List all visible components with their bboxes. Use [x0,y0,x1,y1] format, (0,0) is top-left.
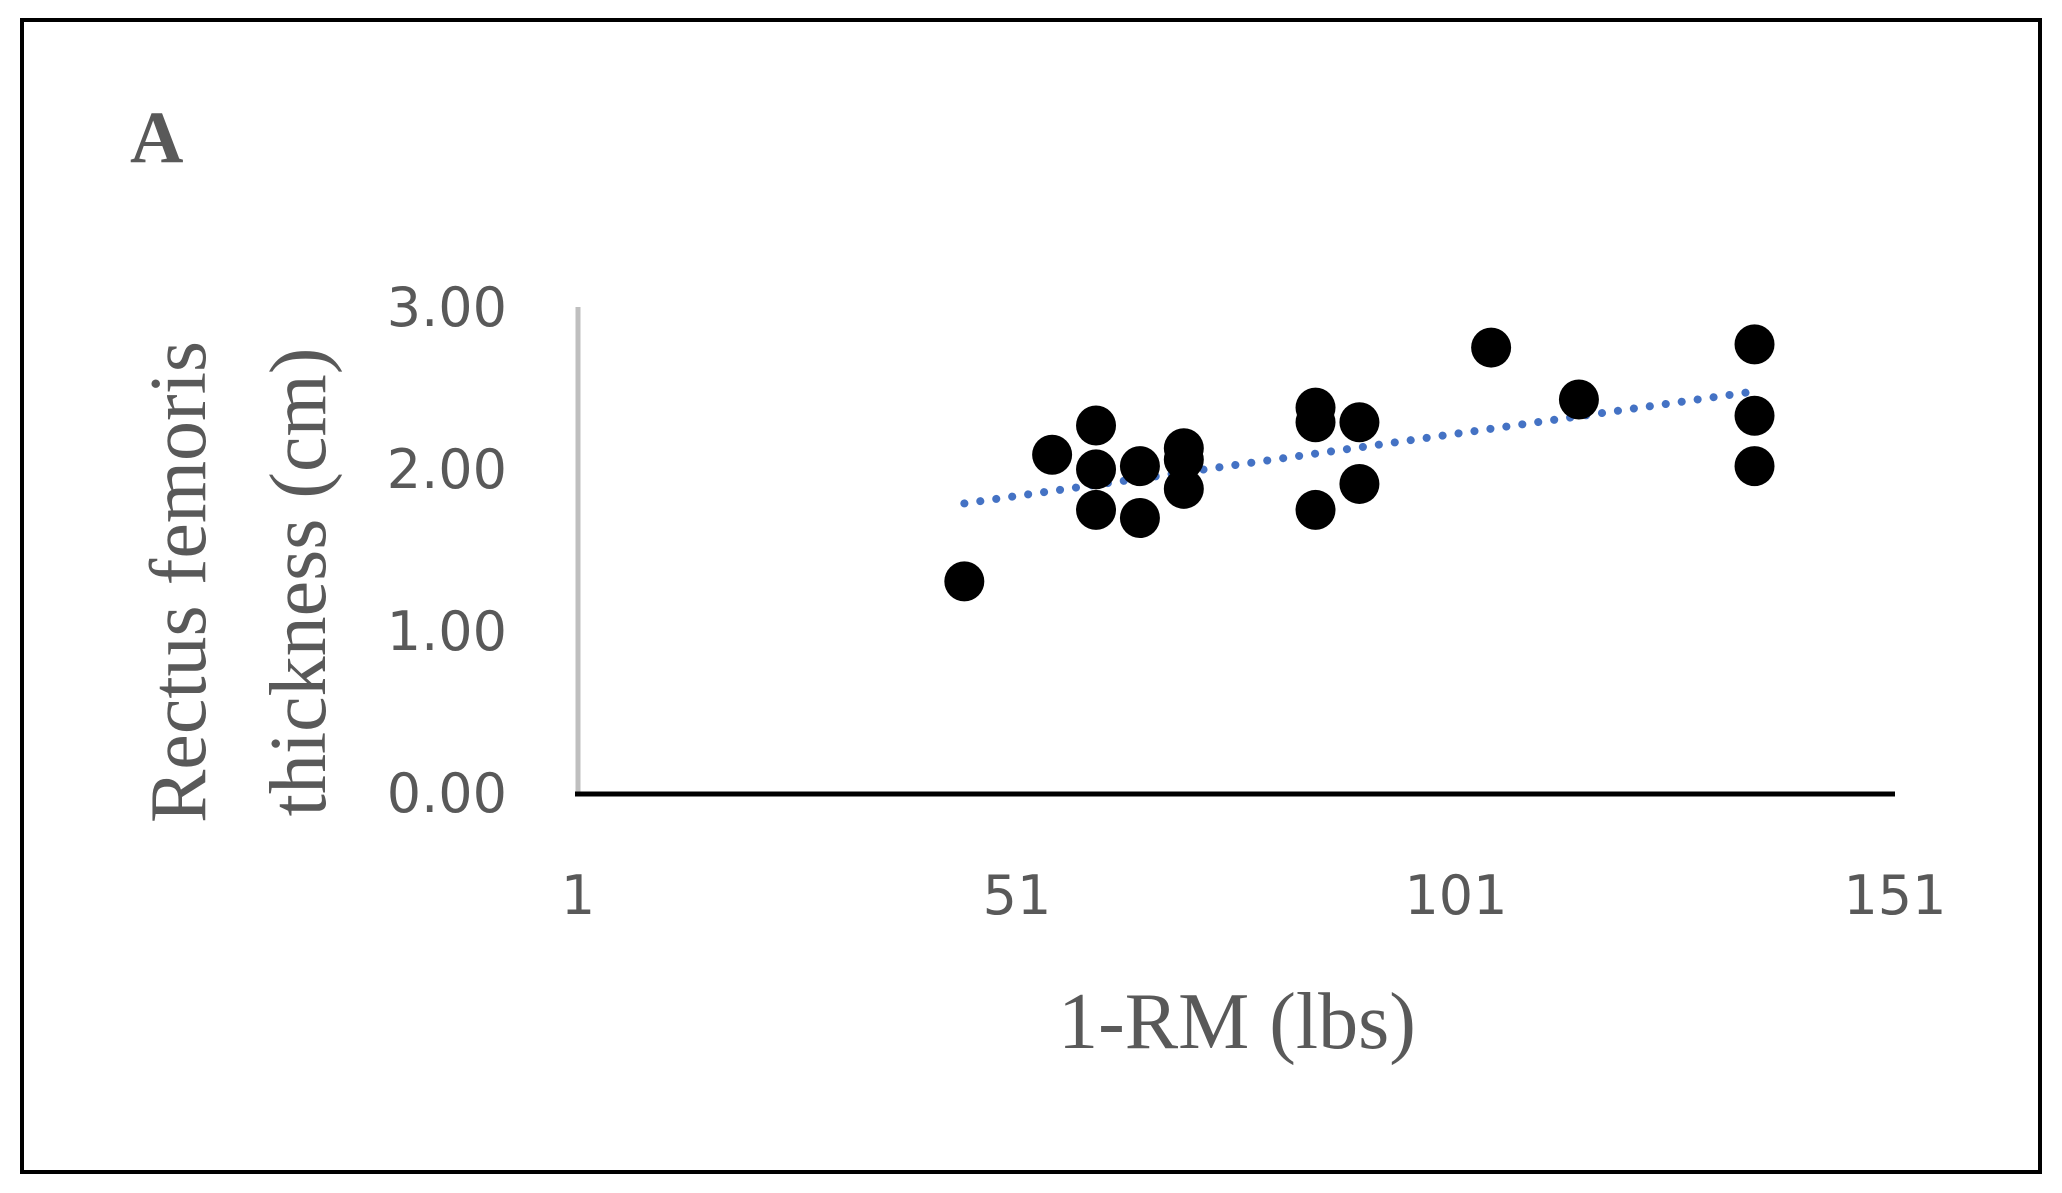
data-point [1339,463,1380,504]
y-axis-title: Rectus femoris thickness (cm) [135,341,343,823]
data-point [1076,405,1117,446]
data-point [1339,402,1380,443]
x-tick-label: 1 [561,864,595,927]
data-point [1734,324,1775,365]
data-point [1295,489,1336,530]
data-point [1163,439,1204,480]
x-tick-label: 51 [983,864,1052,927]
data-points [944,324,1775,602]
x-tick-labels: 1 51 101 151 [561,864,1947,927]
data-point [1119,498,1160,539]
data-point [1734,446,1775,487]
panel-label: A [130,97,183,179]
data-point [1471,327,1512,368]
trendline-layer [960,387,1759,508]
trendline [960,387,1759,508]
y-tick-label: 2.00 [387,438,507,501]
data-point [1076,449,1117,490]
data-point [1119,446,1160,487]
x-tick-label: 151 [1843,864,1946,927]
data-point [1163,468,1204,509]
data-point [1076,489,1117,530]
data-point [1032,434,1073,475]
x-axis-title: 1-RM (lbs) [1058,978,1416,1066]
y-tick-labels: 0.00 1.00 2.00 3.00 [387,276,507,825]
y-tick-label: 1.00 [387,600,507,663]
x-tick-label: 101 [1404,864,1507,927]
y-tick-label: 0.00 [387,762,507,825]
figure-frame [20,18,2042,1174]
y-axis-title-line1: Rectus femoris [135,341,223,823]
data-point [944,561,985,602]
y-tick-label: 3.00 [387,276,507,339]
data-point [1734,395,1775,436]
y-axis-title-line2: thickness (cm) [255,348,343,817]
data-point [1295,402,1336,443]
data-point [1558,379,1599,420]
